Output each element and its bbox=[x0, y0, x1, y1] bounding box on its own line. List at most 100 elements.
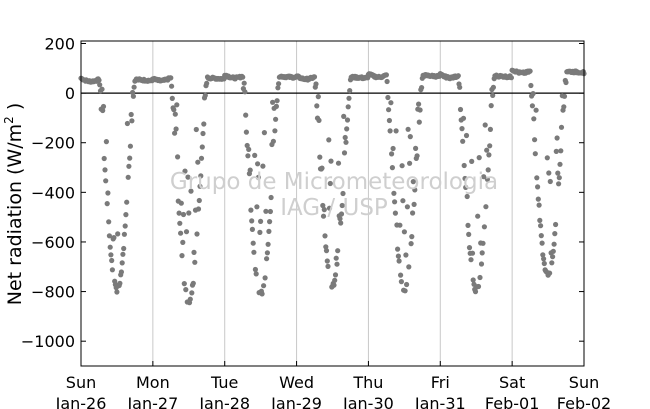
data-point bbox=[468, 257, 474, 263]
data-point bbox=[386, 117, 392, 124]
data-point bbox=[540, 252, 546, 258]
y-tick-label: −1000 bbox=[21, 332, 75, 351]
data-point bbox=[249, 226, 255, 232]
x-tick-day-label: Mon bbox=[136, 373, 170, 392]
data-point bbox=[416, 119, 422, 125]
data-point bbox=[270, 138, 276, 144]
data-point bbox=[194, 231, 200, 237]
data-point bbox=[183, 287, 189, 293]
data-point bbox=[267, 208, 273, 215]
data-point bbox=[332, 272, 339, 278]
data-point bbox=[198, 155, 205, 161]
data-point bbox=[179, 253, 185, 259]
data-point bbox=[553, 148, 559, 154]
data-point bbox=[459, 126, 465, 132]
data-point bbox=[409, 234, 415, 240]
data-point bbox=[263, 208, 269, 214]
data-point bbox=[398, 279, 404, 285]
x-tick-date-label: Jan-27 bbox=[126, 394, 178, 409]
data-point bbox=[341, 113, 347, 119]
y-tick-label: −200 bbox=[31, 134, 75, 153]
data-point bbox=[405, 126, 411, 132]
data-point bbox=[246, 146, 252, 152]
data-point bbox=[484, 147, 490, 153]
data-point bbox=[101, 155, 107, 162]
data-point bbox=[530, 91, 536, 97]
data-point bbox=[199, 144, 205, 150]
data-point bbox=[119, 260, 125, 266]
data-point bbox=[240, 74, 246, 80]
data-point bbox=[554, 135, 560, 141]
data-point bbox=[254, 204, 260, 210]
data-point bbox=[172, 111, 178, 117]
data-point bbox=[476, 155, 482, 161]
data-point bbox=[395, 253, 401, 259]
data-point bbox=[490, 84, 496, 90]
data-point bbox=[534, 175, 540, 181]
data-point bbox=[259, 291, 265, 297]
data-point bbox=[487, 143, 493, 149]
data-point bbox=[265, 241, 271, 247]
data-point bbox=[198, 173, 204, 179]
data-point bbox=[558, 148, 564, 154]
data-point bbox=[178, 200, 184, 206]
data-point bbox=[107, 244, 113, 250]
data-point bbox=[457, 106, 464, 113]
data-point bbox=[174, 102, 180, 108]
data-point bbox=[463, 184, 469, 190]
data-point bbox=[327, 180, 333, 187]
data-point bbox=[550, 254, 556, 260]
x-tick-date-label: Jan-26 bbox=[55, 394, 107, 409]
y-tick-label: −400 bbox=[31, 183, 75, 202]
data-points bbox=[78, 67, 587, 306]
data-point bbox=[389, 165, 395, 171]
data-point bbox=[272, 128, 278, 134]
data-point bbox=[108, 252, 114, 258]
data-point bbox=[547, 178, 553, 185]
data-point bbox=[469, 250, 476, 256]
data-point bbox=[243, 129, 249, 135]
data-point bbox=[461, 162, 467, 169]
data-point bbox=[316, 117, 322, 123]
data-point bbox=[323, 248, 330, 254]
data-point bbox=[321, 207, 327, 213]
data-point bbox=[266, 228, 272, 234]
data-point bbox=[532, 151, 538, 157]
data-point bbox=[261, 283, 267, 289]
data-point bbox=[172, 130, 178, 136]
data-point bbox=[257, 229, 263, 235]
data-point bbox=[182, 168, 188, 174]
data-point bbox=[399, 163, 405, 169]
data-point bbox=[339, 202, 345, 209]
data-point bbox=[561, 93, 568, 99]
data-point bbox=[175, 154, 181, 160]
data-point bbox=[129, 118, 135, 124]
data-point bbox=[253, 271, 259, 277]
data-point bbox=[177, 220, 183, 226]
data-point bbox=[192, 259, 198, 265]
data-point bbox=[410, 210, 416, 216]
data-point bbox=[541, 256, 547, 262]
data-point bbox=[245, 153, 251, 159]
x-tick-day-label: Sun bbox=[66, 373, 96, 392]
data-point bbox=[188, 188, 194, 194]
data-point bbox=[115, 231, 121, 237]
data-point bbox=[558, 124, 565, 130]
data-point bbox=[551, 241, 557, 247]
data-point bbox=[335, 160, 342, 166]
data-point bbox=[462, 175, 468, 182]
data-point bbox=[531, 116, 537, 122]
data-point bbox=[317, 154, 323, 160]
data-point bbox=[123, 212, 129, 218]
data-point bbox=[252, 266, 258, 273]
data-point bbox=[326, 137, 332, 143]
data-point bbox=[400, 198, 406, 204]
data-point bbox=[196, 197, 202, 204]
data-point bbox=[414, 153, 420, 159]
data-point bbox=[335, 248, 341, 254]
data-point bbox=[128, 111, 134, 118]
y-axis-label: Net radiation (W/m2 ) bbox=[2, 103, 26, 305]
x-tick-date-label: Feb-01 bbox=[485, 394, 539, 409]
data-point bbox=[537, 217, 543, 223]
data-point bbox=[324, 258, 330, 264]
